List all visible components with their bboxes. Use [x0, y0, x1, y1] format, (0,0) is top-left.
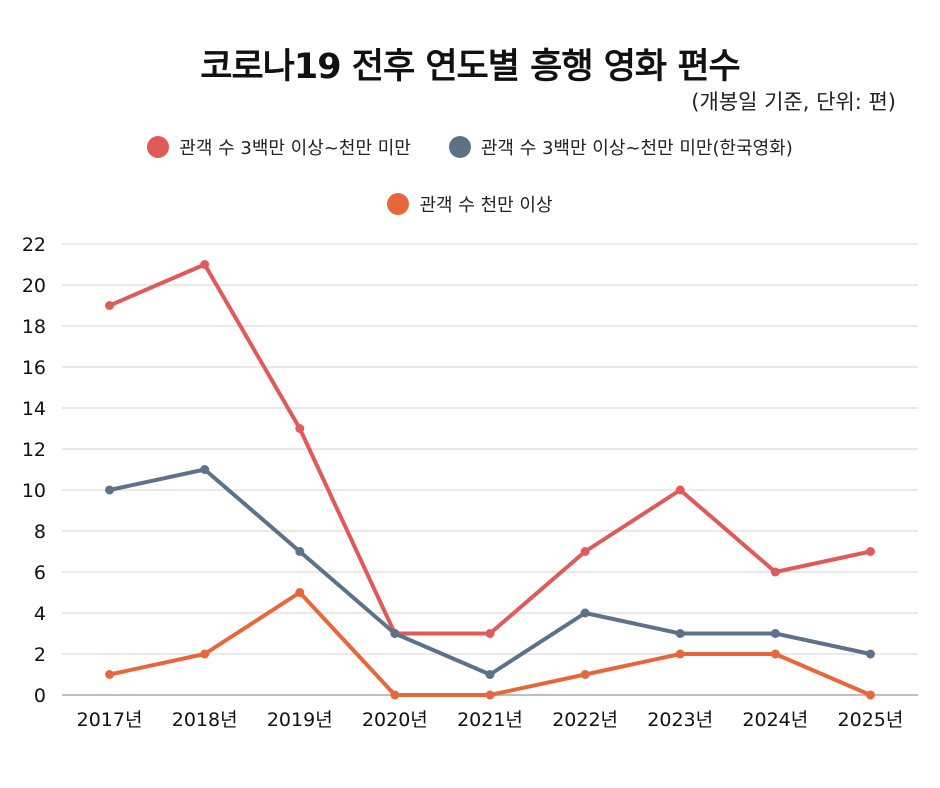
data-point-series-2 — [105, 485, 115, 495]
y-tick-label: 16 — [22, 357, 46, 379]
legend-dot-icon — [147, 136, 170, 158]
data-point-series-2 — [390, 629, 400, 638]
series-line-3 — [107, 590, 873, 697]
y-tick-label: 10 — [22, 480, 46, 502]
legend-label: 관객 수 천만 이상 — [419, 195, 553, 216]
y-tick-label: 14 — [22, 398, 46, 420]
data-point-series-1 — [675, 485, 685, 495]
chart-title: 코로나19 전후 연도별 흥행 영화 편수 — [200, 47, 740, 87]
data-point-series-3 — [770, 649, 780, 659]
y-tick-label: 8 — [34, 521, 46, 543]
data-point-series-1 — [295, 424, 305, 433]
data-point-series-2 — [865, 649, 875, 659]
data-point-series-1 — [105, 301, 115, 310]
data-point-series-3 — [580, 670, 590, 679]
data-point-series-2 — [675, 629, 685, 638]
data-point-series-3 — [390, 690, 400, 700]
data-point-series-3 — [200, 649, 210, 659]
chart-subtitle: (개봉일 기준, 단위: 편) — [691, 90, 896, 114]
data-point-series-2 — [200, 465, 210, 474]
legend-item-series-2[interactable]: 관객 수 3백만 이상~천만 미만(한국영화) — [448, 134, 793, 160]
data-point-series-2 — [485, 670, 495, 679]
x-tick-label: 2020년 — [362, 709, 428, 731]
y-tick-label: 12 — [22, 439, 46, 461]
data-point-series-3 — [295, 588, 305, 597]
legend-label: 관객 수 3백만 이상~천만 미만(한국영화) — [480, 138, 793, 159]
data-point-series-2 — [770, 629, 780, 638]
legend-dot-icon — [387, 193, 410, 215]
x-tick-label: 2025년 — [838, 709, 904, 731]
x-tick-label: 2024년 — [742, 709, 808, 731]
x-tick-label: 2023년 — [647, 709, 713, 731]
data-point-series-1 — [770, 567, 780, 577]
legend-row-2: 관객 수 천만 이상 — [0, 191, 940, 217]
data-point-series-3 — [105, 670, 115, 679]
legend-item-series-1[interactable]: 관객 수 3백만 이상~천만 미만 — [147, 134, 411, 160]
data-point-series-3 — [485, 690, 495, 700]
y-tick-label: 0 — [34, 685, 46, 707]
y-tick-label: 22 — [22, 234, 46, 256]
x-tick-label: 2018년 — [172, 709, 238, 731]
legend-dot-icon — [448, 136, 471, 158]
data-point-series-3 — [865, 690, 875, 700]
data-point-series-1 — [580, 547, 590, 556]
y-tick-label: 20 — [22, 275, 46, 297]
y-tick-label: 6 — [34, 562, 46, 584]
data-point-series-2 — [580, 608, 590, 618]
y-tick-label: 2 — [34, 644, 46, 666]
y-tick-label: 4 — [34, 603, 46, 625]
data-point-series-1 — [865, 547, 875, 556]
data-point-series-1 — [485, 629, 495, 638]
data-point-series-3 — [675, 649, 685, 659]
legend-row-1: 관객 수 3백만 이상~천만 미만 관객 수 3백만 이상~천만 미만(한국영화… — [0, 134, 940, 160]
data-point-series-1 — [200, 260, 210, 269]
legend-item-series-3[interactable]: 관객 수 천만 이상 — [387, 191, 553, 217]
x-tick-label: 2021년 — [457, 709, 523, 731]
legend-label: 관객 수 3백만 이상~천만 미만 — [179, 138, 411, 159]
x-tick-label: 2017년 — [77, 709, 143, 731]
y-tick-label: 18 — [22, 316, 46, 338]
x-tick-label: 2022년 — [552, 709, 618, 731]
x-tick-label: 2019년 — [267, 709, 333, 731]
data-point-series-2 — [295, 547, 305, 556]
